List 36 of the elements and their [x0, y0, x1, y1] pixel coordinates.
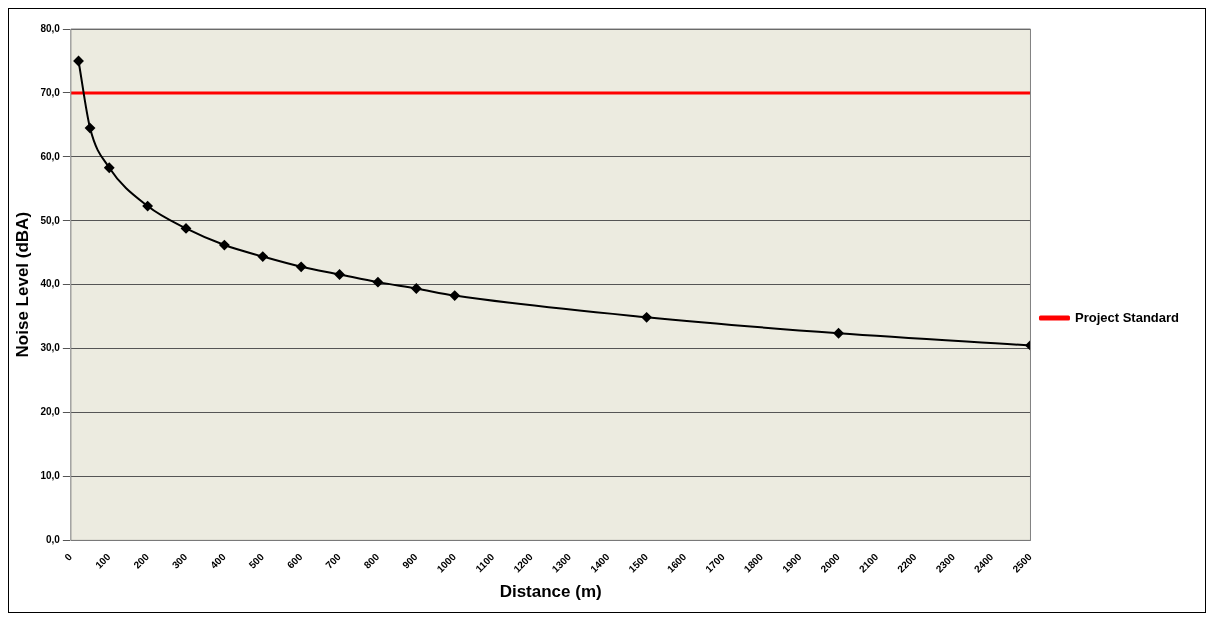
- point: [257, 251, 268, 262]
- y-tick-label: 60,0: [40, 150, 61, 162]
- point: [833, 328, 844, 339]
- point: [85, 123, 96, 134]
- point: [372, 277, 383, 288]
- y-tick-label: 0,0: [45, 534, 61, 546]
- x-tick-label: 100: [93, 550, 113, 571]
- x-tick-label: 400: [208, 550, 229, 571]
- point: [181, 223, 192, 234]
- point: [334, 269, 345, 280]
- y-axis-title: Noise Level (dBA): [12, 211, 32, 358]
- x-tick-label: 900: [400, 550, 420, 571]
- point: [411, 283, 422, 294]
- y-tick-label: 40,0: [40, 278, 61, 290]
- x-tick-label: 600: [284, 550, 305, 571]
- x-axis-title: Distance (m): [499, 582, 602, 602]
- point: [449, 290, 460, 301]
- x-tick-label: 200: [131, 550, 152, 571]
- x-tick-label: 800: [361, 550, 382, 571]
- y-tick-label: 30,0: [40, 342, 61, 354]
- x-tick-label: 300: [169, 550, 190, 571]
- y-tick-label: 20,0: [40, 406, 61, 418]
- point: [219, 240, 230, 251]
- point: [73, 55, 84, 66]
- x-tick-label: 500: [246, 550, 267, 571]
- x-tick-label: 0: [62, 550, 75, 563]
- x-tick-label: 700: [323, 550, 344, 571]
- y-tick-label: 50,0: [40, 214, 61, 226]
- legend-label: Project Standard: [1074, 309, 1180, 325]
- point: [641, 312, 652, 323]
- y-tick-label: 80,0: [40, 22, 61, 34]
- point: [296, 261, 307, 272]
- point: [104, 162, 115, 173]
- point: [142, 201, 153, 212]
- y-tick-label: 70,0: [40, 86, 61, 98]
- y-tick-label: 10,0: [40, 470, 61, 482]
